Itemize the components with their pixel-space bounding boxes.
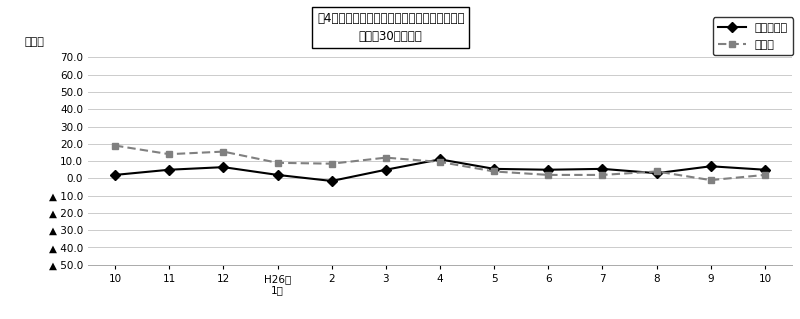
Legend: 調査産業計, 製造業: 調査産業計, 製造業 bbox=[713, 17, 794, 55]
Text: 図4　所定外労働時間の推移（対前年同月比）
－規模30人以上－: 図4 所定外労働時間の推移（対前年同月比） －規模30人以上－ bbox=[317, 12, 465, 43]
Text: （％）: （％） bbox=[25, 37, 45, 47]
